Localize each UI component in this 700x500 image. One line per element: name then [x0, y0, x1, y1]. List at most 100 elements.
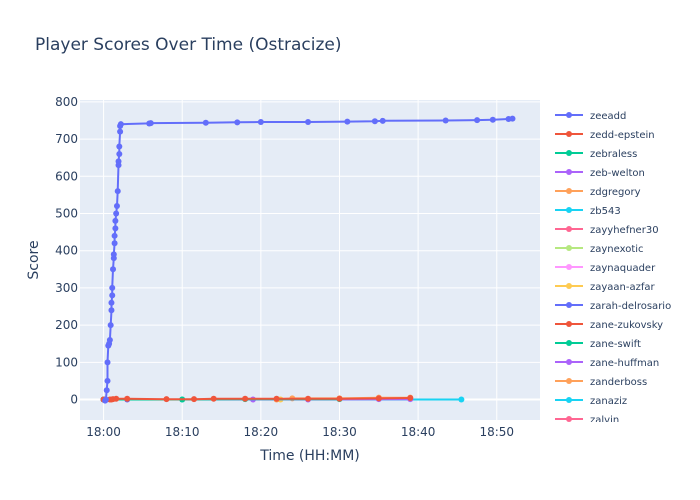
data-point — [113, 395, 120, 402]
data-point — [111, 240, 118, 247]
x-axis-ticks: 18:00 18:10 18:20 18:30 18:40 18:50 — [86, 425, 514, 439]
series-zeeadd — [102, 115, 516, 404]
data-point — [114, 188, 121, 195]
y-axis-ticks: 0 100 200 300 400 500 600 700 800 — [55, 95, 78, 407]
legend-item[interactable]: zanaziz — [555, 396, 627, 407]
data-point — [305, 395, 312, 402]
legend-item[interactable]: zane-zukovsky — [555, 320, 663, 331]
legend-item[interactable]: zayyhefner30 — [555, 225, 659, 236]
data-point — [336, 395, 343, 402]
x-tick-label: 18:10 — [165, 425, 200, 439]
data-point — [407, 395, 414, 402]
y-tick-label: 100 — [55, 355, 78, 369]
legend-label: zanderboss — [590, 377, 647, 388]
data-point — [257, 118, 264, 125]
data-point — [104, 359, 111, 366]
legend-label: zayyhefner30 — [590, 225, 659, 236]
legend-marker-swatch — [566, 207, 572, 213]
data-point — [106, 337, 113, 343]
data-point — [242, 395, 249, 402]
data-point — [509, 115, 516, 122]
legend-item[interactable]: zalvin — [555, 415, 619, 426]
data-point — [113, 203, 120, 210]
data-point — [210, 395, 217, 402]
data-point — [379, 117, 386, 124]
legend-label: zanaziz — [590, 396, 627, 407]
series-layer — [100, 115, 516, 404]
data-point — [113, 210, 120, 217]
legend-marker-swatch — [566, 359, 572, 365]
x-tick-label: 18:20 — [244, 425, 279, 439]
legend-item[interactable]: zanderboss — [555, 377, 647, 388]
legend-label: zalvin — [590, 415, 619, 426]
x-tick-label: 18:40 — [401, 425, 436, 439]
legend-item[interactable]: zaynexotic — [555, 244, 644, 255]
legend-label: zarah-delrosario — [590, 301, 671, 312]
y-tick-label: 200 — [55, 318, 78, 332]
legend-item[interactable]: zdgregory — [555, 187, 641, 198]
legend[interactable]: zeeadd zedd-epstein zebraless zeb-welton zdg… — [555, 111, 671, 426]
data-point — [191, 396, 198, 403]
y-tick-label: 400 — [55, 244, 78, 258]
data-point — [117, 128, 124, 135]
legend-marker-swatch — [566, 112, 572, 118]
data-point — [110, 266, 117, 273]
legend-marker-swatch — [566, 150, 572, 156]
data-point — [458, 396, 465, 403]
legend-label: zb543 — [590, 206, 621, 217]
legend-item[interactable]: zeeadd — [555, 111, 626, 122]
legend-label: zane-swift — [590, 339, 641, 350]
x-tick-label: 18:00 — [86, 425, 121, 439]
data-point — [124, 395, 131, 402]
data-point — [202, 119, 209, 126]
y-tick-label: 300 — [55, 281, 78, 295]
y-tick-label: 0 — [70, 393, 78, 407]
legend-label: zedd-epstein — [590, 130, 655, 141]
legend-marker-swatch — [566, 340, 572, 346]
legend-marker-swatch — [566, 245, 572, 251]
legend-marker-swatch — [566, 302, 572, 308]
legend-label: zane-huffman — [590, 358, 659, 369]
legend-item[interactable]: zayaan-azfar — [555, 282, 656, 293]
y-tick-label: 600 — [55, 169, 78, 183]
legend-marker-swatch — [566, 131, 572, 137]
data-point — [117, 121, 124, 128]
data-point — [110, 251, 117, 258]
data-point — [273, 395, 280, 402]
legend-marker-swatch — [566, 378, 572, 384]
data-point — [305, 118, 312, 125]
legend-marker-swatch — [566, 226, 572, 232]
data-point — [375, 395, 382, 402]
series-line — [103, 397, 411, 401]
data-point — [442, 117, 449, 124]
x-tick-label: 18:50 — [479, 425, 514, 439]
data-point — [474, 117, 481, 124]
legend-item[interactable]: zaynaquader — [555, 263, 656, 274]
data-point — [163, 396, 170, 403]
legend-label: zeeadd — [590, 111, 626, 122]
legend-item[interactable]: zb543 — [555, 206, 621, 217]
y-axis-label: Score — [26, 240, 42, 279]
legend-label: zayaan-azfar — [590, 282, 656, 293]
legend-marker-swatch — [566, 397, 572, 403]
data-point — [108, 307, 115, 314]
x-tick-label: 18:30 — [322, 425, 357, 439]
legend-item[interactable]: zarah-delrosario — [555, 301, 671, 312]
legend-item[interactable]: zebraless — [555, 149, 637, 160]
y-tick-label: 500 — [55, 206, 78, 220]
legend-item[interactable]: zeb-welton — [555, 168, 645, 179]
data-point — [104, 377, 111, 384]
data-point — [489, 116, 496, 123]
data-point — [112, 225, 119, 232]
legend-item[interactable]: zedd-epstein — [555, 130, 655, 141]
y-tick-label: 800 — [55, 95, 78, 109]
legend-label: zaynexotic — [590, 244, 644, 255]
data-point — [109, 284, 116, 291]
data-point — [115, 158, 122, 165]
legend-item[interactable]: zane-huffman — [555, 358, 659, 369]
legend-item[interactable]: zane-swift — [555, 339, 641, 350]
data-point — [107, 322, 114, 329]
legend-label: zane-zukovsky — [590, 320, 663, 331]
legend-label: zeb-welton — [590, 168, 645, 179]
legend-label: zdgregory — [590, 187, 641, 198]
